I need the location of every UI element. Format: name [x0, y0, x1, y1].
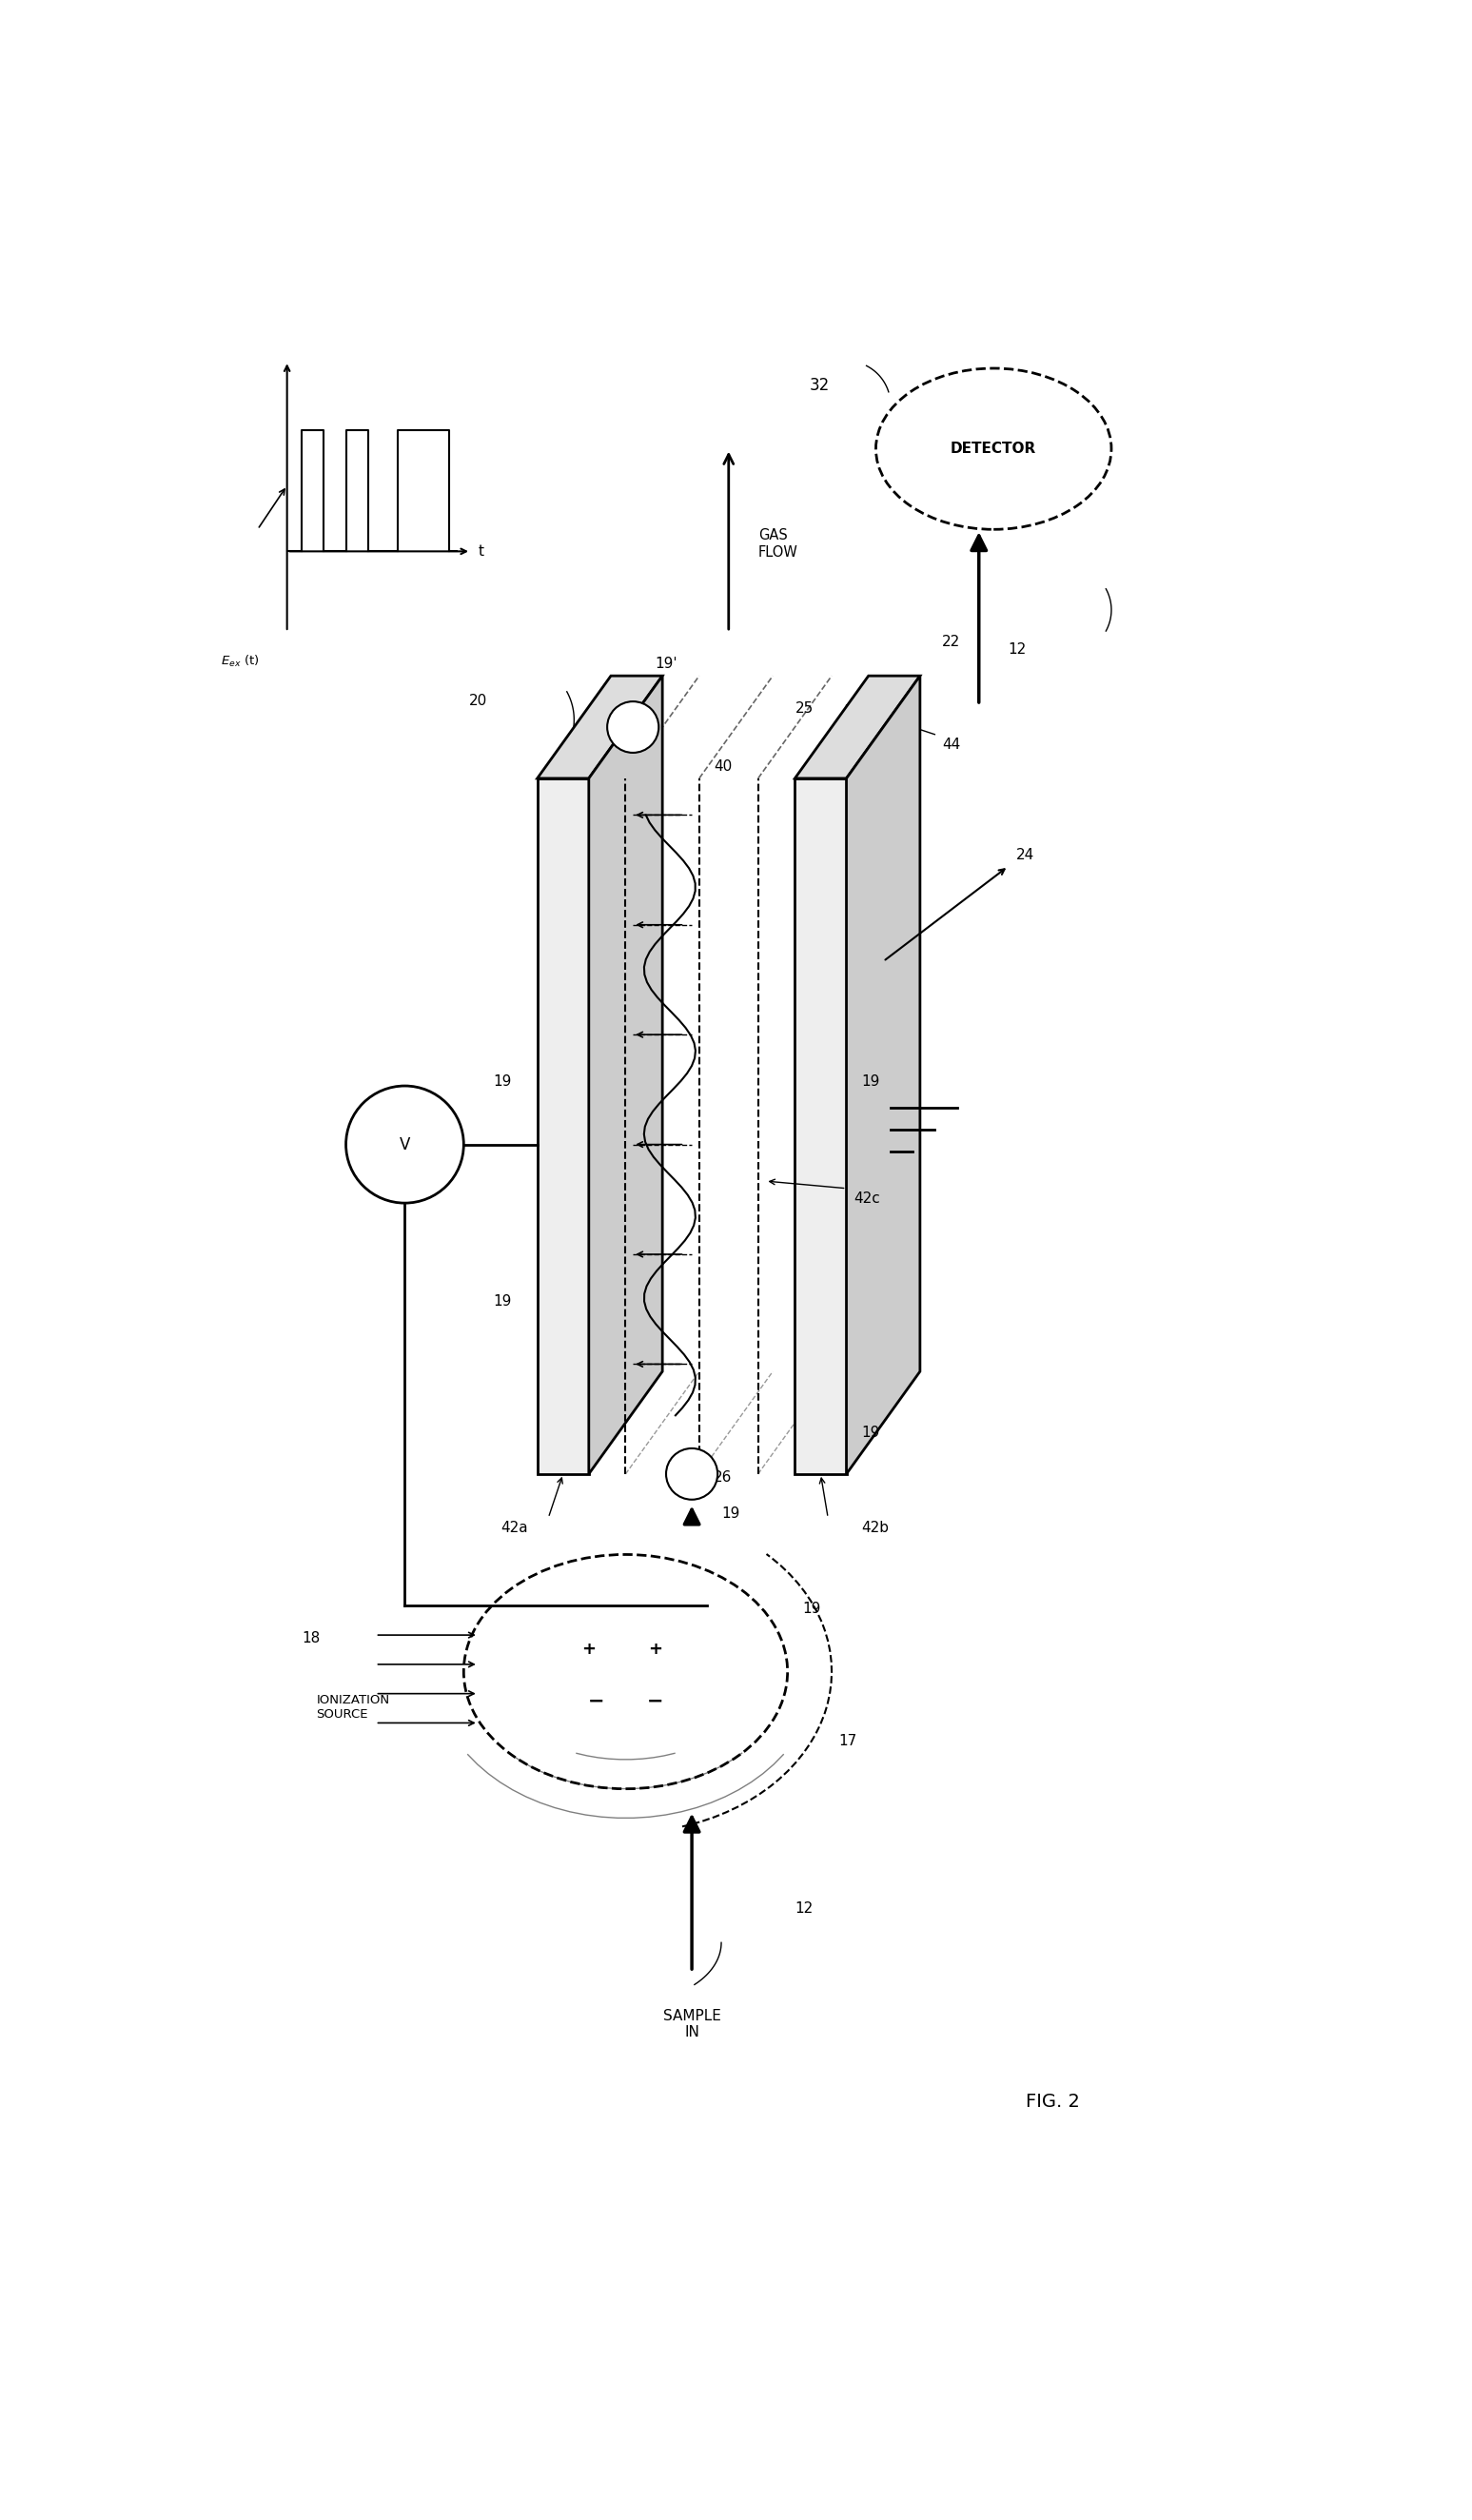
Text: GAS
FLOW: GAS FLOW — [758, 529, 798, 559]
Text: FIG. 2: FIG. 2 — [1026, 2094, 1079, 2112]
Polygon shape — [795, 779, 846, 1474]
Text: 19: 19 — [493, 1074, 512, 1089]
Polygon shape — [537, 675, 662, 779]
Circle shape — [665, 1449, 717, 1499]
Text: 42a: 42a — [500, 1522, 528, 1535]
Circle shape — [346, 1086, 464, 1202]
Text: t: t — [478, 544, 484, 559]
Text: +: + — [581, 1641, 596, 1658]
Text: −: − — [646, 1691, 664, 1711]
Text: SAMPLE
IN: SAMPLE IN — [662, 2008, 721, 2039]
Text: 22: 22 — [942, 635, 960, 650]
Text: 12: 12 — [1008, 643, 1026, 658]
Text: 18: 18 — [302, 1630, 319, 1646]
Text: V: V — [399, 1137, 411, 1154]
Text: +: + — [648, 1641, 662, 1658]
Text: 24: 24 — [1016, 847, 1033, 862]
Text: 19: 19 — [493, 1295, 512, 1308]
Text: $E_{ex}$ (t): $E_{ex}$ (t) — [221, 653, 259, 670]
Text: 32: 32 — [810, 378, 830, 393]
Text: IONIZATION
SOURCE: IONIZATION SOURCE — [316, 1693, 390, 1721]
Text: 40: 40 — [714, 759, 732, 774]
Text: 19': 19' — [655, 658, 677, 670]
Text: 17: 17 — [839, 1734, 857, 1749]
Text: 44: 44 — [942, 738, 960, 751]
Text: 12: 12 — [795, 1903, 813, 1915]
Text: −: − — [587, 1691, 605, 1711]
Text: 19: 19 — [861, 1074, 880, 1089]
Text: 19: 19 — [802, 1603, 821, 1615]
Text: 19: 19 — [861, 1426, 880, 1441]
Circle shape — [608, 701, 659, 753]
Text: 19: 19 — [721, 1507, 740, 1520]
Polygon shape — [795, 675, 920, 779]
Text: 26: 26 — [714, 1469, 733, 1484]
Text: DETECTOR: DETECTOR — [951, 441, 1036, 456]
Text: 42c: 42c — [854, 1192, 880, 1207]
Text: 25: 25 — [795, 701, 813, 716]
Polygon shape — [537, 779, 589, 1474]
Polygon shape — [589, 675, 662, 1474]
Polygon shape — [846, 675, 920, 1474]
Text: 42b: 42b — [861, 1522, 889, 1535]
Text: 20: 20 — [470, 693, 487, 708]
